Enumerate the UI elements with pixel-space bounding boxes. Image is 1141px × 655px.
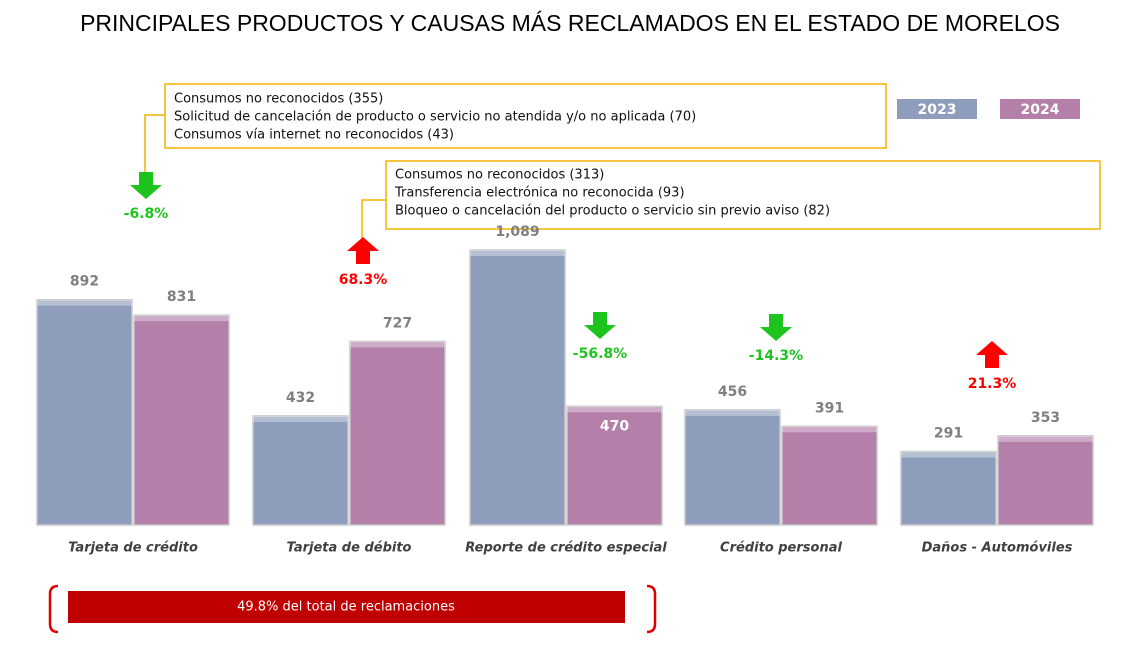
x-tick-label: Tarjeta de crédito bbox=[68, 541, 198, 556]
bracket bbox=[48, 584, 59, 634]
bracket bbox=[646, 584, 657, 634]
bar-bevel bbox=[567, 406, 662, 413]
change-label: 68.3% bbox=[339, 272, 388, 288]
bar bbox=[36, 298, 133, 526]
value-label: 391 bbox=[815, 400, 844, 416]
bar-bevel bbox=[37, 299, 132, 306]
value-label: 1,089 bbox=[495, 224, 539, 240]
change-arrow bbox=[976, 341, 1008, 368]
callout-box bbox=[164, 83, 887, 149]
bar bbox=[349, 340, 446, 526]
change-arrow bbox=[130, 172, 162, 199]
bar bbox=[781, 425, 878, 526]
bar-bevel bbox=[253, 415, 348, 422]
change-arrow bbox=[584, 312, 616, 339]
value-label: 432 bbox=[286, 390, 315, 406]
change-arrow bbox=[760, 314, 792, 341]
change-label: -56.8% bbox=[573, 346, 627, 362]
value-label: 456 bbox=[718, 384, 747, 400]
bar-bevel bbox=[685, 409, 780, 416]
bar-bevel bbox=[901, 451, 996, 458]
banner bbox=[68, 591, 625, 623]
bar bbox=[684, 409, 781, 526]
bar bbox=[133, 314, 230, 526]
callout-connector bbox=[361, 199, 386, 238]
legend-swatch bbox=[1000, 99, 1080, 119]
callout-box bbox=[385, 160, 1101, 230]
bar-bevel bbox=[998, 435, 1093, 442]
bar bbox=[900, 450, 997, 526]
change-label: -14.3% bbox=[749, 348, 803, 364]
callout-text: Bloqueo o cancelación del producto o ser… bbox=[395, 204, 830, 219]
change-label: 21.3% bbox=[968, 376, 1017, 392]
value-label: 470 bbox=[600, 418, 629, 434]
x-tick-label: Reporte de crédito especial bbox=[465, 541, 667, 556]
change-label: -6.8% bbox=[124, 206, 169, 222]
bar-bevel bbox=[350, 341, 445, 348]
callout-text: Solicitud de cancelación de producto o s… bbox=[174, 110, 696, 125]
callout-text: Transferencia electrónica no reconocida … bbox=[394, 186, 685, 201]
legend-label: 2024 bbox=[1021, 102, 1060, 118]
callout-text: Consumos no reconocidos (355) bbox=[174, 92, 383, 107]
x-tick-label: Tarjeta de débito bbox=[287, 541, 412, 556]
x-tick-label: Crédito personal bbox=[720, 541, 842, 556]
value-label: 291 bbox=[934, 426, 963, 442]
value-label: 727 bbox=[383, 315, 412, 331]
bar bbox=[997, 435, 1094, 526]
callout-connector bbox=[144, 114, 165, 172]
value-label: 353 bbox=[1031, 410, 1060, 426]
change-arrow bbox=[347, 237, 379, 264]
bar-bevel bbox=[134, 315, 229, 322]
bar bbox=[252, 415, 349, 526]
callout-text: Consumos vía internet no reconocidos (43… bbox=[174, 128, 454, 143]
bar-bevel bbox=[782, 426, 877, 433]
callout-text: Consumos no reconocidos (313) bbox=[395, 168, 604, 183]
banner-text: 49.8% del total de reclamaciones bbox=[237, 600, 455, 615]
chart-title: PRINCIPALES PRODUCTOS Y CAUSAS MÁS RECLA… bbox=[80, 10, 1060, 36]
bar bbox=[566, 405, 663, 526]
bar bbox=[469, 249, 566, 526]
value-label: 892 bbox=[70, 274, 99, 290]
bar-bevel bbox=[470, 250, 565, 256]
x-tick-label: Daños - Automóviles bbox=[922, 541, 1073, 556]
value-label: 831 bbox=[167, 289, 196, 305]
legend-label: 2023 bbox=[918, 102, 957, 118]
legend-swatch bbox=[897, 99, 977, 119]
